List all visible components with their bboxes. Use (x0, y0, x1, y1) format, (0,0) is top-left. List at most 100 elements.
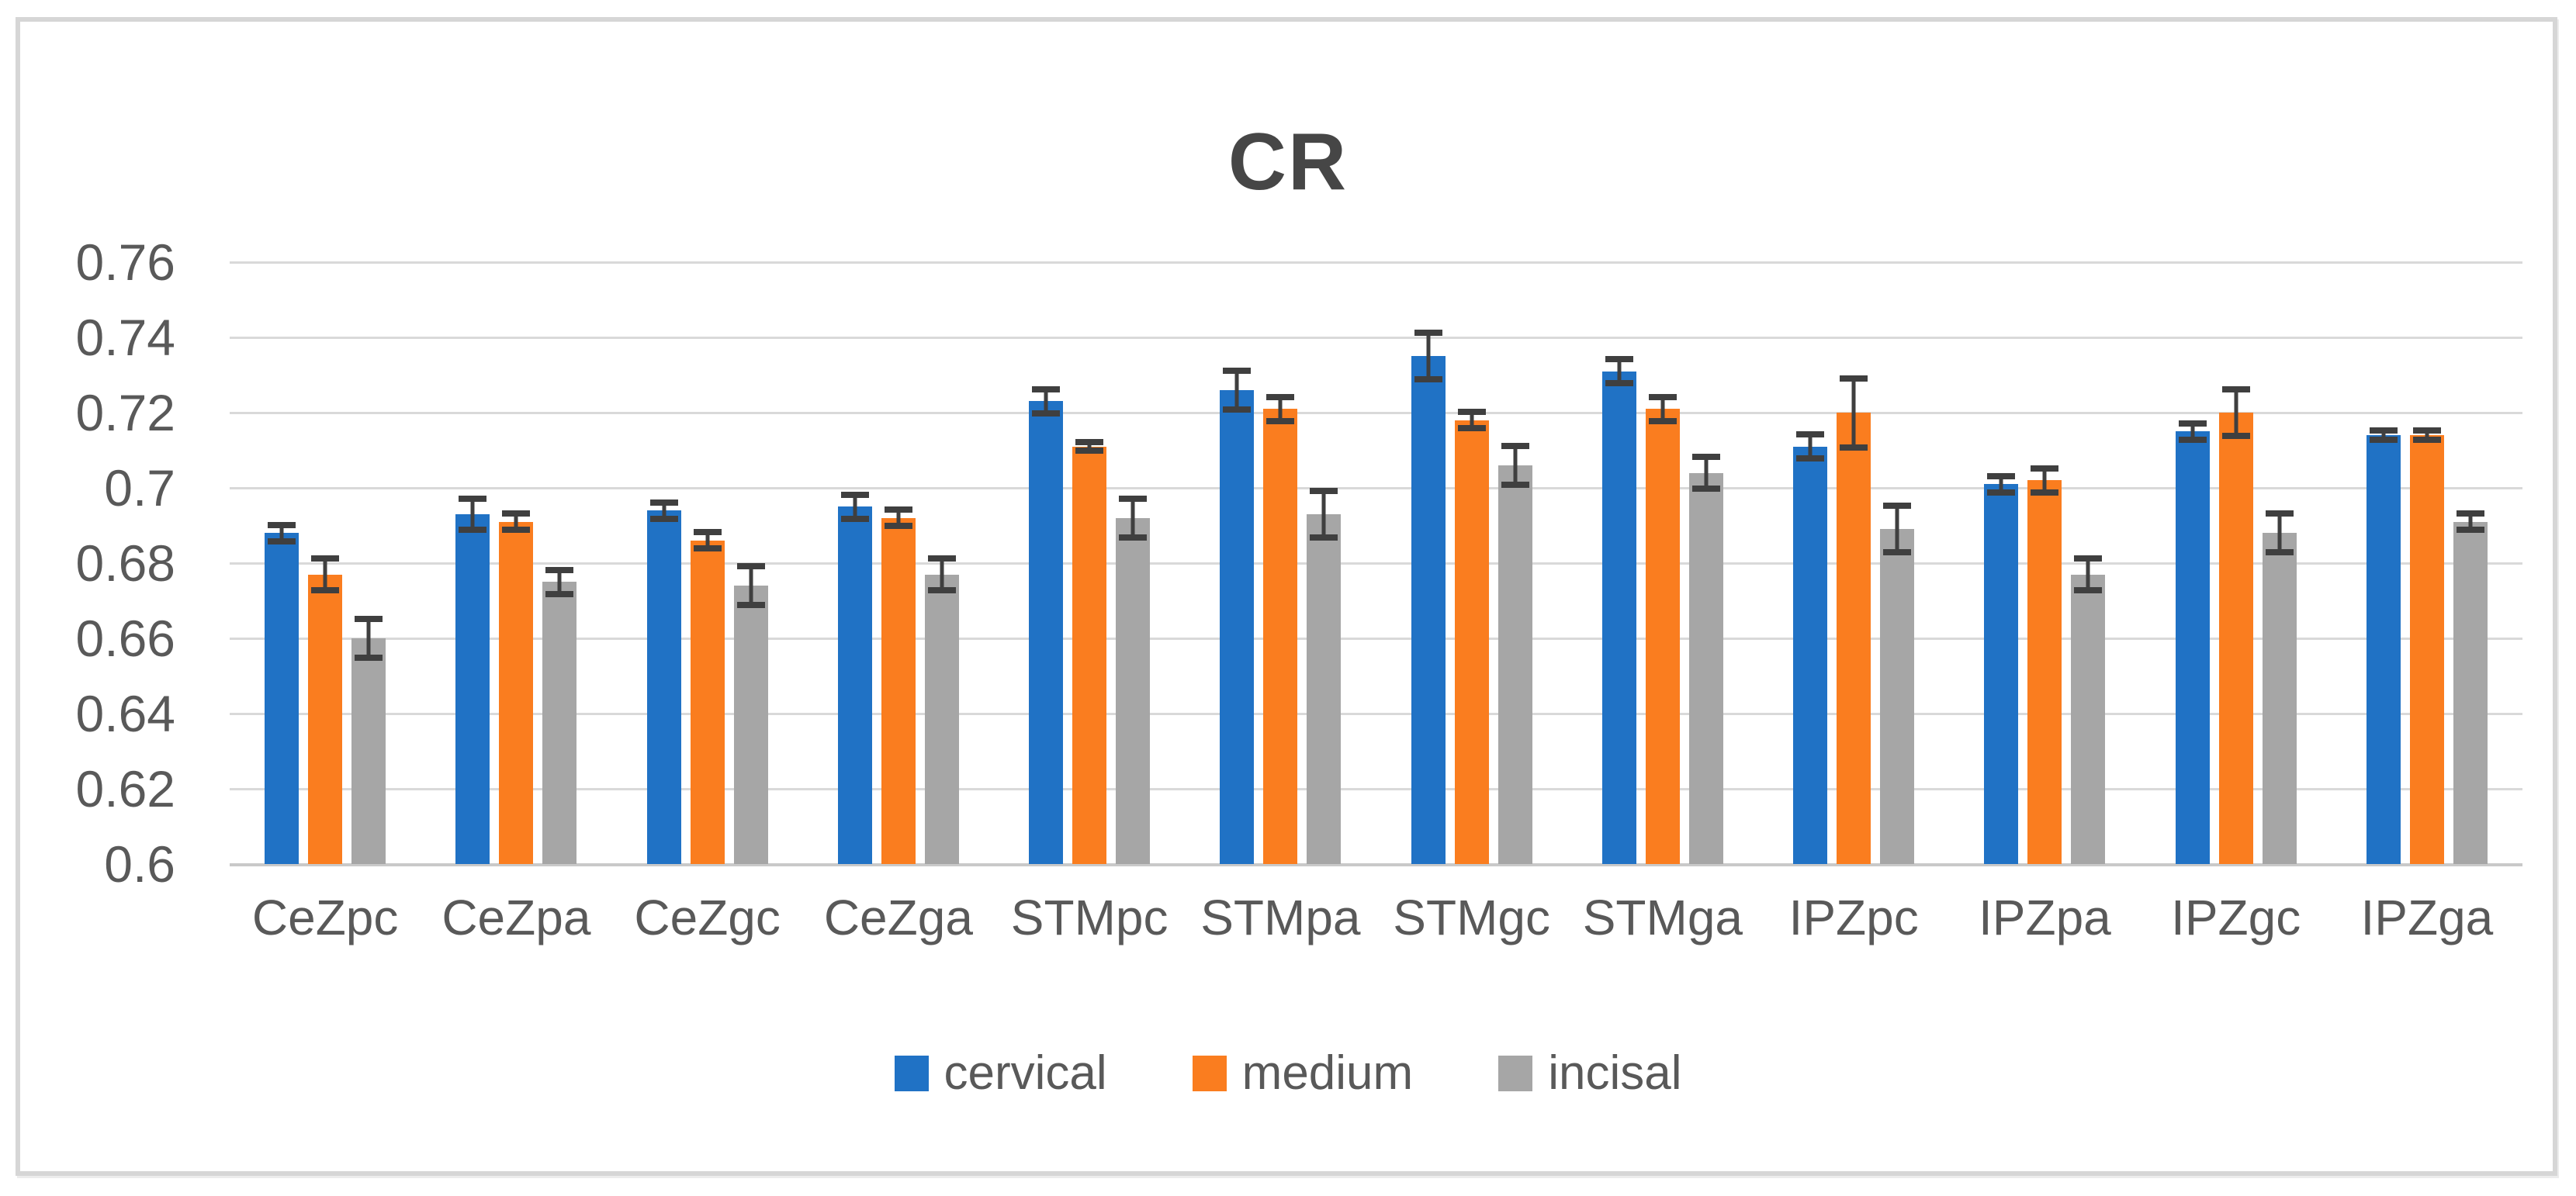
error-bar-cap-top (1119, 495, 1148, 502)
bar-cervical-IPZpc (1793, 446, 1828, 864)
bar-slot-cervical (1029, 386, 1064, 864)
error-bar-cap-top (1075, 438, 1104, 445)
legend-swatch-incisal (1498, 1055, 1533, 1091)
bar-slot-medium (1837, 375, 1871, 864)
bar-slot-medium (2218, 386, 2253, 864)
error-bar-line (2468, 510, 2473, 534)
y-axis-tick-label: 0.62 (75, 760, 175, 817)
error-bar-cap-top (2265, 510, 2294, 517)
bar-medium-CeZga (881, 517, 916, 864)
error-bar-line (1087, 438, 1092, 455)
legend-label-cervical: cervical (943, 1046, 1107, 1100)
error-bar-line (662, 499, 667, 522)
error-bar-cervical-STMgc (1414, 330, 1442, 383)
bar-slot-incisal (1688, 454, 1723, 864)
x-axis-label-STMpa: STMpa (1200, 890, 1361, 945)
bar-group-STMpa (1185, 262, 1376, 864)
error-bar-incisal-CeZga (927, 555, 956, 593)
error-bar-incisal-CeZpa (545, 566, 574, 597)
error-bar-cap-bottom (1310, 534, 1338, 541)
bar-cervical-CeZpa (455, 513, 490, 864)
error-bar-cap-bottom (1032, 410, 1061, 417)
bar-cervical-CeZga (837, 506, 872, 864)
bars-row (803, 262, 994, 864)
bar-incisal-STMga (1688, 472, 1723, 864)
bar-incisal-IPZgc (2262, 533, 2297, 864)
error-bar-cap-bottom (1883, 549, 1912, 556)
legend-label-medium: medium (1241, 1046, 1414, 1100)
error-bar-line (1851, 375, 1856, 451)
error-bar-medium-STMga (1648, 393, 1677, 424)
legend-item-medium: medium (1192, 1046, 1414, 1101)
bar-slot-medium (881, 506, 916, 864)
y-axis-tick-label: 0.74 (75, 309, 175, 366)
error-bar-cap-top (1310, 488, 1338, 495)
bar-slot-medium (1454, 409, 1489, 864)
error-bar-medium-IPZgc (2221, 386, 2250, 439)
bar-group-IPZpa (1949, 262, 2140, 864)
error-bar-cap-top (1414, 330, 1442, 337)
bars-layer (230, 262, 2522, 864)
bar-cervical-IPZpa (1984, 484, 2019, 864)
bar-slot-medium (1263, 393, 1298, 864)
bar-slot-incisal (2071, 555, 2106, 864)
x-axis-label-IPZga: IPZga (2360, 890, 2494, 945)
bar-medium-STMpc (1072, 446, 1107, 864)
error-bar-line (2086, 555, 2090, 593)
error-bar-cap-bottom (1648, 417, 1677, 424)
x-axis-label-IPZpc: IPZpc (1788, 890, 1919, 945)
error-bar-cap-bottom (736, 602, 765, 609)
error-bar-line (1234, 367, 1239, 413)
error-bar-cap-bottom (1223, 406, 1252, 413)
error-bar-cap-top (2221, 386, 2250, 393)
bars-row (1567, 262, 1758, 864)
error-bar-line (323, 555, 327, 593)
error-bar-incisal-CeZgc (736, 563, 765, 609)
bar-incisal-STMgc (1497, 465, 1532, 864)
legend-swatch-medium (1192, 1055, 1227, 1091)
bar-incisal-CeZgc (733, 586, 768, 864)
y-axis-tick-label: 0.66 (75, 610, 175, 667)
error-bar-incisal-STMgc (1501, 442, 1529, 488)
error-bar-cap-bottom (1501, 482, 1529, 488)
x-axis-label-STMpc: STMpc (1010, 890, 1169, 945)
error-bar-cervical-IPZpc (1796, 431, 1825, 462)
bar-slot-cervical (1411, 330, 1446, 864)
bars-row (2332, 262, 2522, 864)
error-bar-line (470, 495, 475, 534)
bars-row (612, 262, 803, 864)
error-bar-cap-top (1987, 472, 2016, 479)
bar-slot-incisal (1880, 503, 1915, 864)
bar-cervical-IPZgc (2175, 431, 2210, 864)
gridline (230, 787, 2522, 790)
y-axis-tick-label: 0.72 (75, 384, 175, 441)
bar-slot-incisal (1307, 488, 1342, 864)
bar-slot-medium (499, 510, 534, 864)
error-bar-incisal-STMpa (1310, 488, 1338, 541)
error-bar-cap-top (502, 510, 531, 517)
error-bar-line (2381, 427, 2386, 443)
bar-slot-cervical (2175, 420, 2210, 864)
x-axis-label-IPZgc: IPZgc (2171, 890, 2301, 945)
bars-row (994, 262, 1185, 864)
bar-group-CeZga (803, 262, 994, 864)
bar-medium-STMpa (1263, 409, 1298, 864)
error-bar-cap-top (1605, 356, 1633, 363)
error-bar-line (1513, 442, 1518, 488)
bar-slot-incisal (351, 615, 386, 864)
error-bar-line (1278, 393, 1283, 424)
error-bar-cap-bottom (459, 527, 487, 534)
error-bar-cap-top (2074, 555, 2103, 562)
bar-slot-cervical (455, 495, 490, 864)
gridline (230, 261, 2522, 264)
error-bar-cap-top (649, 499, 678, 506)
error-bar-cap-top (736, 563, 765, 570)
error-bar-cervical-CeZpc (268, 521, 296, 544)
error-bar-line (2190, 420, 2195, 443)
bar-medium-CeZpa (499, 521, 534, 864)
error-bar-line (366, 615, 371, 662)
y-axis-tick-label: 0.64 (75, 685, 175, 742)
error-bar-cap-bottom (268, 538, 296, 544)
error-bar-cap-top (1796, 431, 1825, 438)
